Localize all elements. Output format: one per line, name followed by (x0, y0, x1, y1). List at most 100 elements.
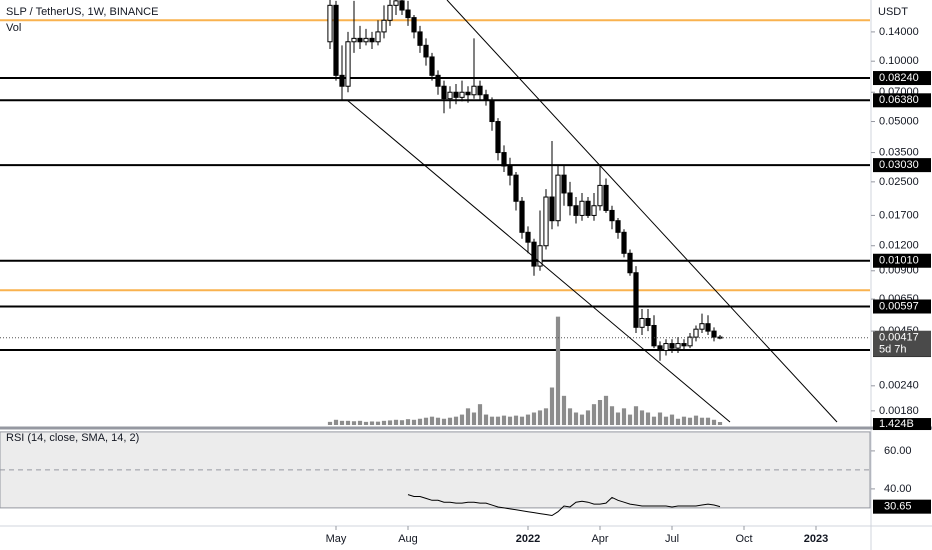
volume-bar (549, 387, 555, 425)
candle-body (669, 343, 675, 349)
y-tick-label: 0.01700 (879, 209, 919, 221)
candle-body (465, 91, 471, 96)
volume-bar (567, 408, 573, 425)
candle-body (621, 231, 627, 254)
candle-body (507, 165, 513, 176)
level-label: 0.03030 (879, 159, 919, 171)
level-label-box (873, 253, 931, 268)
volume-bar (633, 406, 639, 425)
y-tick-label: 0.02500 (879, 176, 919, 188)
candle-body (645, 318, 651, 326)
candle-body (333, 4, 339, 76)
candle-body (687, 336, 693, 347)
candle-body (567, 192, 573, 207)
current-price-label: 0.00417 (879, 332, 919, 344)
volume-bar (339, 420, 345, 425)
level-label: 0.01010 (879, 255, 919, 267)
candle-body (549, 196, 555, 222)
trendline (346, 99, 731, 423)
volume-bar (579, 414, 585, 425)
candle-body (633, 272, 639, 328)
volume-title: Vol (6, 22, 21, 34)
x-tick-label: Oct (735, 533, 752, 545)
x-tick-label: Aug (398, 533, 418, 545)
volume-bar (357, 420, 363, 425)
volume-bar (573, 412, 579, 425)
volume-bar (681, 416, 687, 425)
candle-body (531, 241, 537, 267)
volume-label: 1.424B (879, 418, 914, 430)
volume-bar (423, 417, 429, 425)
candle-body (369, 37, 375, 43)
candle-body (615, 220, 621, 233)
rsi-title: RSI (14, close, SMA, 14, 2) (6, 432, 139, 444)
volume-bar (471, 412, 477, 425)
level-label-box (873, 71, 931, 86)
candle-body (471, 85, 477, 96)
volume-bar (597, 400, 603, 425)
volume-bar (531, 412, 537, 425)
candle-body (375, 31, 381, 43)
volume-bar (363, 421, 369, 425)
level-label-box (873, 158, 931, 173)
volume-bar (513, 415, 519, 425)
countdown: 5d 7h (879, 344, 907, 356)
candle-body (429, 56, 435, 76)
volume-bar (687, 417, 693, 425)
volume-bar (717, 422, 723, 425)
candle-body (381, 19, 387, 33)
volume-bar (585, 410, 591, 425)
rsi-value-box (873, 499, 931, 514)
candle-body (495, 121, 501, 154)
candle-body (411, 17, 417, 33)
candle-body (657, 345, 663, 352)
candle-body (525, 231, 531, 243)
candle-body (579, 200, 585, 216)
volume-bar (609, 406, 615, 425)
level-label-box (873, 93, 931, 108)
volume-bar (447, 417, 453, 425)
candle-body (693, 328, 699, 338)
candle-body (459, 91, 465, 98)
candle-body (345, 41, 351, 87)
candle-body (339, 74, 345, 87)
candle-body (399, 0, 405, 11)
volume-bar (639, 410, 645, 425)
volume-bar (519, 416, 525, 425)
rsi-tick-label: 40.00 (884, 483, 912, 495)
volume-bar (435, 417, 441, 425)
candle-body (705, 323, 711, 332)
current-price-box (873, 330, 931, 357)
volume-bar (465, 408, 471, 425)
volume-bar (489, 416, 495, 425)
volume-bar (603, 395, 609, 425)
candle-body (639, 318, 645, 328)
level-label: 0.06380 (879, 94, 919, 106)
volume-bar (699, 417, 705, 425)
candle-body (591, 205, 597, 216)
volume-bar (543, 408, 549, 425)
volume-bar (459, 414, 465, 425)
currency: USDT (878, 6, 908, 18)
candle-body (501, 152, 507, 167)
volume-bar (591, 404, 597, 425)
candle-body (483, 94, 489, 101)
candle-body (675, 343, 681, 349)
volume-bar (615, 412, 621, 425)
candle-body (363, 37, 369, 43)
y-tick-label: 0.14000 (879, 26, 919, 38)
candle-body (561, 174, 567, 194)
volume-bar (405, 419, 411, 425)
volume-bar (555, 316, 561, 425)
volume-bar (369, 421, 375, 425)
front-layer: 0.140000.100000.070000.050000.035000.025… (873, 26, 931, 431)
volume-bar (537, 410, 543, 425)
volume-bar (393, 419, 399, 425)
candle-body (435, 74, 441, 87)
candle-body (597, 184, 603, 207)
level-label: 0.08240 (879, 72, 919, 84)
candle-body (585, 200, 591, 216)
volume-bar (411, 419, 417, 425)
volume-bar (525, 414, 531, 425)
